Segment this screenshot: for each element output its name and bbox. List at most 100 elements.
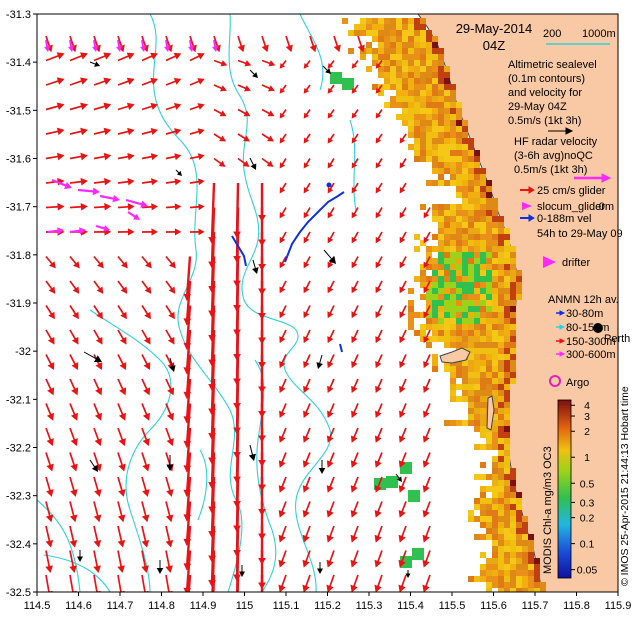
chl-cell — [516, 540, 522, 546]
chl-cell — [486, 204, 492, 210]
chl-cell — [426, 132, 432, 138]
chl-cell — [498, 234, 504, 240]
chl-cell — [522, 540, 528, 546]
chl-cell — [408, 108, 414, 114]
chl-cell — [522, 558, 528, 564]
chl-cell — [432, 168, 438, 174]
chl-cell — [462, 270, 468, 276]
chl-cell — [474, 360, 480, 366]
chl-cell — [450, 174, 456, 180]
chl-cell — [474, 324, 480, 330]
chl-cell — [420, 204, 426, 210]
chl-cell — [450, 336, 456, 342]
chl-cell — [504, 444, 510, 450]
chl-cell — [486, 258, 492, 264]
chl-cell — [390, 36, 396, 42]
chl-cell — [486, 330, 492, 336]
chl-cell — [348, 48, 354, 54]
chl-cell — [372, 48, 378, 54]
chl-cell — [468, 360, 474, 366]
chl-cell — [456, 162, 462, 168]
chl-cell — [504, 552, 510, 558]
chl-cell — [438, 240, 444, 246]
chl-cell — [444, 216, 450, 222]
chl-cell — [498, 306, 504, 312]
chl-cell — [438, 294, 444, 300]
chl-cell — [480, 414, 486, 420]
chl-cell — [540, 582, 546, 588]
chl-cell — [444, 138, 450, 144]
chl-cell — [492, 210, 498, 216]
chl-cell — [528, 588, 534, 594]
chl-cell — [408, 102, 414, 108]
chl-cell — [504, 288, 510, 294]
chl-cell — [426, 300, 432, 306]
hf-legend-line: 0.5m/s (1kt 3h) — [514, 164, 587, 176]
chl-cell — [444, 90, 450, 96]
chl-cell — [462, 378, 468, 384]
chl-cell — [474, 258, 480, 264]
chl-cell — [450, 372, 456, 378]
chl-cell — [474, 420, 480, 426]
chl-cell — [396, 36, 402, 42]
chl-cell — [492, 324, 498, 330]
alt-legend-line: Altimetric sealevel — [508, 59, 597, 71]
chl-cell — [510, 474, 516, 480]
chl-cell — [444, 72, 450, 78]
chl-cell — [474, 222, 480, 228]
chl-cell — [474, 444, 480, 450]
chl-cell — [498, 222, 504, 228]
chl-cell — [486, 528, 492, 534]
chl-cell — [420, 78, 426, 84]
chl-cell — [456, 108, 462, 114]
chl-cell — [414, 108, 420, 114]
chl-cell — [438, 246, 444, 252]
chl-cell — [438, 96, 444, 102]
chl-cell — [498, 390, 504, 396]
chl-cell — [480, 168, 486, 174]
chl-cell — [426, 72, 432, 78]
chl-cell — [438, 234, 444, 240]
chl-cell — [444, 222, 450, 228]
chl-cell — [432, 354, 438, 360]
x-tick-label: 114.7 — [107, 600, 134, 612]
chl-cell — [360, 30, 366, 36]
chl-cell — [456, 126, 462, 132]
chl-cell — [462, 126, 468, 132]
chl-cell — [450, 390, 456, 396]
chl-cell — [486, 348, 492, 354]
chl-cell — [498, 558, 504, 564]
chl-cell — [474, 576, 480, 582]
chl-cell — [510, 288, 516, 294]
chl-cell — [504, 330, 510, 336]
chl-cell — [426, 180, 432, 186]
chl-cell — [474, 288, 480, 294]
chl-cell — [444, 66, 450, 72]
chl-cell — [510, 348, 516, 354]
chl-cell — [426, 156, 432, 162]
chl-cell — [432, 210, 438, 216]
chl-cell — [474, 198, 480, 204]
chl-cell — [462, 282, 468, 288]
chl-cell — [450, 318, 456, 324]
chl-cell — [492, 366, 498, 372]
chl-cell — [432, 306, 438, 312]
chl-cell — [498, 546, 504, 552]
chl-cell — [438, 252, 444, 258]
chl-cell — [408, 120, 414, 126]
chl-cell — [408, 306, 414, 312]
chl-cell — [384, 36, 390, 42]
chl-cell — [480, 228, 486, 234]
chl-cell — [516, 282, 522, 288]
chl-cell — [474, 504, 480, 510]
chl-cell — [504, 360, 510, 366]
chl-cell — [492, 570, 498, 576]
chl-cell — [408, 300, 414, 306]
chl-cell — [510, 552, 516, 558]
chl-cell — [504, 396, 510, 402]
chl-cell — [456, 372, 462, 378]
chl-cell — [498, 582, 504, 588]
chl-cell — [510, 504, 516, 510]
chl-cell — [438, 222, 444, 228]
chl-cell — [462, 330, 468, 336]
